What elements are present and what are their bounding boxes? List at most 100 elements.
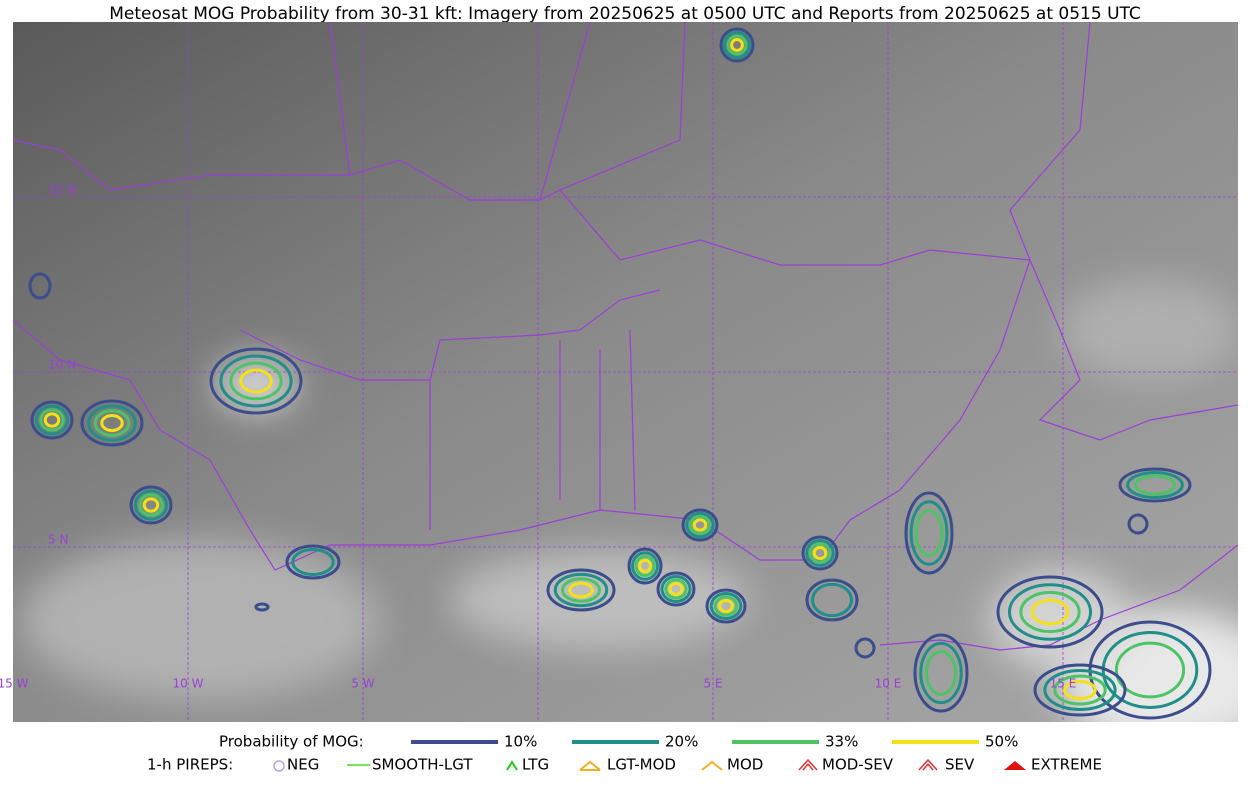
contour [142,497,160,513]
graticule [13,22,1238,722]
map [13,22,1238,722]
grid-labels: 15 N 10 N 5 N 15 W 10 W 5 W 5 E 10 E 15 E [0,183,1076,691]
contour [254,602,270,612]
lon-label: 15 W [0,677,29,691]
contour [43,412,61,428]
contour [28,272,52,300]
contour [685,511,715,539]
contour [656,571,696,607]
contour [705,588,747,624]
contour [688,515,712,535]
contour [805,578,859,622]
contour [1133,474,1177,496]
contour [1126,471,1184,499]
contour [1030,598,1070,626]
contour [627,547,663,585]
legend-label: 50% [985,733,1018,751]
contour [39,408,65,432]
contour [801,535,839,571]
contour [1127,513,1149,535]
contour [719,27,755,63]
contour [854,637,876,659]
contour [553,572,609,608]
contour [1043,669,1117,711]
contour [239,368,273,394]
pirep-title: 1-h PIREPS: [147,756,233,774]
contour [805,539,835,567]
contour [291,548,335,576]
pirep-label: MOD [727,756,763,774]
pirep-label: SEV [945,756,975,774]
contour [730,38,744,52]
contour [1033,663,1127,717]
contour [692,518,708,532]
lon-label: 10 E [875,677,902,691]
legend-label: 33% [825,733,858,751]
contour [209,347,303,415]
contour [924,650,958,696]
contour [681,508,719,542]
contour [631,551,659,581]
contour [1063,680,1097,700]
contour [80,399,144,447]
contour [914,509,944,557]
contour [1053,674,1107,706]
pirep-label: LTG [522,756,549,774]
contour [285,544,341,580]
pirep-label: EXTREME [1031,756,1102,774]
contour [133,489,169,521]
contours [28,27,1212,720]
contour [546,568,616,612]
pirep-label: LGT-MOD [607,756,676,774]
contour [1118,467,1192,503]
lat-label: 15 N [48,183,76,197]
title: Meteosat MOG Probability from 30-31 kft:… [109,4,1141,24]
contour [634,554,656,578]
contour [811,582,853,618]
contour [996,575,1104,649]
contour [919,641,963,705]
lon-label: 15 E [1050,677,1077,691]
contour [1019,590,1081,634]
contour [812,546,828,560]
legend-title: Probability of MOG: [219,733,364,751]
contour [660,575,692,603]
contour [229,361,283,401]
contour [100,414,124,432]
contour [713,595,739,617]
contour [709,592,743,620]
borders [13,22,1238,651]
contour [723,31,751,59]
lat-label: 10 N [48,358,76,372]
contour [808,542,832,564]
contour [30,400,74,440]
legend-pireps: NEG SMOOTH-LGT LTG LGT-MOD MOD MOD-SEV SEV EXTR… [273,756,1102,774]
contour [34,404,70,436]
contour [129,485,173,525]
contour [904,491,954,575]
lat-label: 5 N [48,533,68,547]
contour [219,354,293,408]
contour [87,404,137,442]
pirep-label: SMOOTH-LGT [372,756,473,774]
legend-levels: 10% 20% 33% 50% [411,733,1018,751]
contour [561,577,601,603]
contour [913,633,969,713]
contour [638,558,652,574]
contour [1007,583,1093,641]
contour [726,34,748,56]
contour [1114,641,1186,699]
legend-label: 10% [504,733,537,751]
contour [568,581,594,599]
contour [664,578,688,600]
contour [909,500,949,566]
legend-label: 20% [665,733,698,751]
lon-label: 5 E [703,677,722,691]
pirep-label: NEG [287,756,319,774]
contour [668,582,684,596]
contour [138,493,164,517]
contour [718,599,734,613]
lon-label: 10 W [173,677,204,691]
